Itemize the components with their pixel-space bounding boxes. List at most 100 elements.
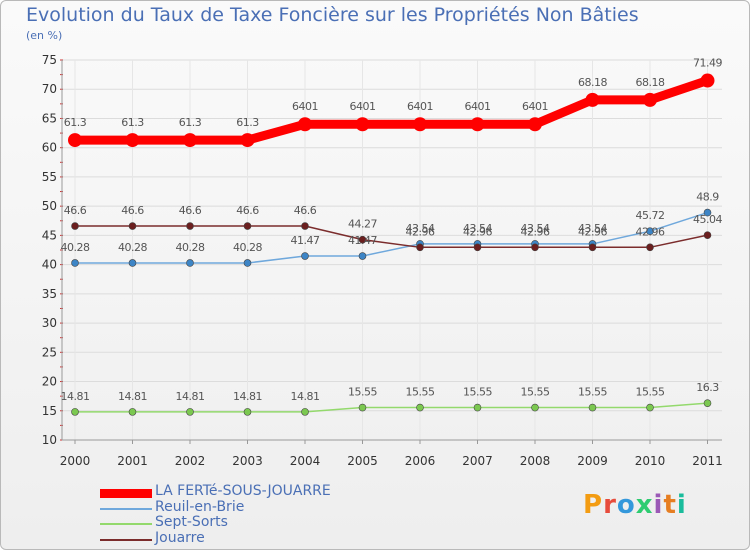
data-label-1: 71.49 bbox=[693, 57, 722, 70]
legend-swatch-1 bbox=[100, 489, 152, 498]
series-line-4 bbox=[74, 225, 709, 249]
data-label-1: 61.3 bbox=[64, 116, 87, 129]
legend-label-2: Reuil-en-Brie bbox=[155, 499, 245, 515]
data-point-2 bbox=[186, 259, 194, 267]
data-point-1 bbox=[183, 133, 197, 148]
logo-letter: x bbox=[635, 490, 654, 520]
y-tick-label: 65 bbox=[42, 111, 57, 125]
data-label-1: 61.3 bbox=[236, 116, 259, 129]
y-tick-label: 20 bbox=[42, 375, 57, 389]
data-point-4 bbox=[588, 243, 597, 252]
data-point-4 bbox=[646, 243, 654, 252]
data-label-4: 42.96 bbox=[521, 225, 550, 238]
data-label-4: 42.96 bbox=[463, 225, 492, 238]
data-label-3: 15.55 bbox=[578, 386, 607, 399]
data-label-3: 15.55 bbox=[521, 386, 550, 399]
legend-label-1: LA FERTé-SOUS-JOUARRE bbox=[155, 483, 331, 499]
data-point-1 bbox=[240, 133, 255, 148]
legend-swatch-3 bbox=[100, 523, 152, 525]
data-label-2: 43.54 bbox=[463, 222, 492, 235]
data-point-4 bbox=[301, 222, 309, 230]
y-tick-label: 30 bbox=[42, 316, 57, 330]
data-label-3: 14.81 bbox=[176, 390, 205, 403]
data-label-2: 40.28 bbox=[61, 241, 90, 254]
data-label-3: 15.55 bbox=[406, 386, 435, 399]
x-tick-label: 2003 bbox=[232, 454, 263, 468]
data-label-1: 68.18 bbox=[636, 76, 665, 89]
data-label-1: 6401 bbox=[465, 100, 491, 113]
chart-title: Evolution du Taux de Taxe Foncière sur l… bbox=[26, 4, 639, 26]
data-point-4 bbox=[243, 222, 252, 230]
data-point-3 bbox=[243, 408, 252, 416]
y-axis-unit: (en %) bbox=[26, 29, 63, 42]
data-point-3 bbox=[646, 403, 654, 412]
x-tick-label: 2007 bbox=[462, 454, 493, 468]
data-label-4: 44.27 bbox=[348, 218, 377, 231]
data-label-3: 16.3 bbox=[696, 381, 719, 394]
data-label-2: 43.54 bbox=[406, 222, 435, 235]
data-label-3: 14.81 bbox=[291, 390, 320, 403]
data-point-1 bbox=[643, 92, 657, 107]
data-point-2 bbox=[646, 227, 654, 235]
series-line-1 bbox=[70, 76, 712, 145]
data-label-3: 14.81 bbox=[61, 390, 90, 403]
data-point-4 bbox=[186, 222, 194, 230]
data-label-2: 41.47 bbox=[291, 234, 320, 247]
data-point-3 bbox=[416, 403, 424, 412]
data-label-4: 42.96 bbox=[406, 225, 435, 238]
data-label-3: 15.55 bbox=[463, 386, 492, 399]
data-label-2: 45.72 bbox=[636, 209, 665, 222]
data-label-4: 46.6 bbox=[236, 204, 259, 217]
data-label-3: 14.81 bbox=[233, 390, 262, 403]
x-tick-label: 2008 bbox=[520, 454, 551, 468]
x-tick-label: 2011 bbox=[692, 454, 723, 468]
data-point-1 bbox=[700, 73, 715, 88]
data-label-2: 40.28 bbox=[233, 241, 262, 254]
x-tick-label: 2009 bbox=[577, 454, 608, 468]
x-tick-label: 2005 bbox=[347, 454, 378, 468]
proxiti-logo: Proxiti bbox=[583, 490, 687, 520]
data-label-1: 6401 bbox=[350, 100, 376, 113]
data-point-3 bbox=[703, 399, 712, 407]
data-point-1 bbox=[413, 117, 427, 132]
x-tick-label: 2010 bbox=[635, 454, 666, 468]
data-label-1: 61.3 bbox=[121, 116, 144, 129]
data-point-1 bbox=[68, 133, 82, 148]
data-point-1 bbox=[355, 117, 370, 132]
data-label-4: 46.6 bbox=[294, 204, 317, 217]
data-label-2: 41.47 bbox=[348, 234, 377, 247]
logo-letter: i bbox=[653, 490, 664, 520]
data-label-2: 43.54 bbox=[578, 222, 607, 235]
legend-label-3: Sept-Sorts bbox=[155, 514, 228, 530]
data-point-1 bbox=[528, 117, 542, 132]
x-tick-label: 2004 bbox=[290, 454, 321, 468]
data-label-1: 6401 bbox=[407, 100, 433, 113]
data-point-4 bbox=[473, 243, 482, 252]
data-label-4: 42.96 bbox=[636, 225, 665, 238]
data-point-2 bbox=[358, 252, 367, 260]
logo-letter: P bbox=[583, 490, 604, 520]
y-tick-label: 25 bbox=[42, 345, 57, 359]
legend-label-4: Jouarre bbox=[155, 530, 205, 546]
y-tick-label: 75 bbox=[42, 53, 57, 67]
data-point-4 bbox=[416, 243, 424, 252]
x-tick-label: 2001 bbox=[117, 454, 148, 468]
data-label-2: 40.28 bbox=[118, 241, 147, 254]
data-point-2 bbox=[703, 208, 712, 217]
data-point-3 bbox=[358, 403, 367, 412]
data-label-1: 6401 bbox=[292, 100, 318, 113]
y-tick-label: 40 bbox=[42, 258, 57, 272]
data-point-4 bbox=[71, 222, 79, 230]
data-point-4 bbox=[358, 235, 367, 244]
data-label-4: 42.96 bbox=[578, 225, 607, 238]
y-tick-label: 15 bbox=[42, 404, 57, 418]
legend-swatch-4 bbox=[100, 539, 152, 541]
data-point-2 bbox=[243, 259, 252, 267]
data-point-2 bbox=[71, 259, 79, 267]
y-tick-label: 55 bbox=[42, 170, 57, 184]
logo-letter: t bbox=[663, 490, 677, 520]
y-tick-label: 45 bbox=[42, 228, 57, 242]
data-point-4 bbox=[128, 222, 137, 230]
data-point-3 bbox=[531, 403, 539, 412]
